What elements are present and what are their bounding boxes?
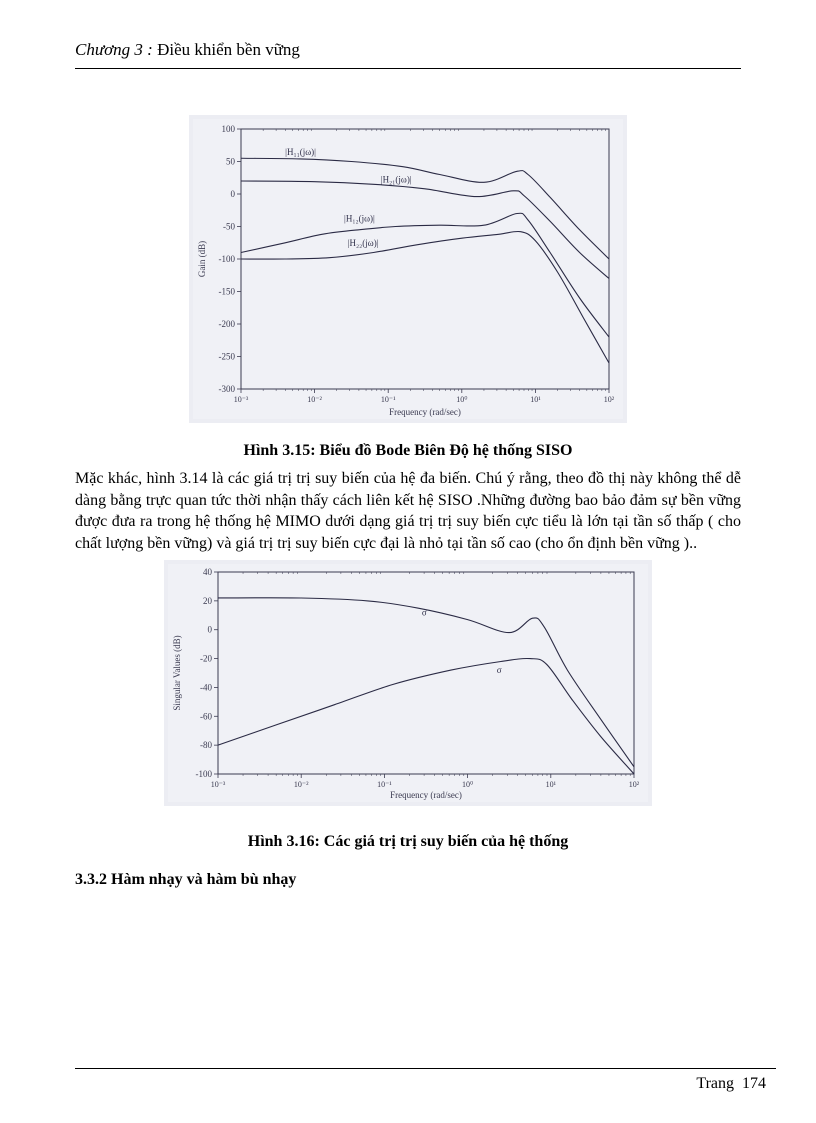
chapter-label: Chương 3 : xyxy=(75,40,153,59)
svg-text:0: 0 xyxy=(208,625,213,635)
header-rule xyxy=(75,68,741,69)
svg-text:Frequency (rad/sec): Frequency (rad/sec) xyxy=(389,407,461,417)
svg-text:-200: -200 xyxy=(219,319,236,329)
svg-text:10⁰: 10⁰ xyxy=(462,780,473,789)
svg-text:10⁻²: 10⁻² xyxy=(307,395,322,404)
page-num: 174 xyxy=(742,1075,766,1092)
svg-text:-150: -150 xyxy=(219,287,236,297)
svg-text:|H₂₂(jω)|: |H₂₂(jω)| xyxy=(348,238,379,248)
svg-text:-100: -100 xyxy=(196,769,213,779)
figure-3-15: 100 50 0 -50 -100 -150 -200 -250 -30010⁻³ 10⁻² 10⁻… xyxy=(75,115,741,428)
figure-3-16-caption: Hình 3.16: Các giá trị trị suy biến của … xyxy=(75,833,741,851)
svg-text:σ: σ xyxy=(497,665,502,675)
section-heading-3-3-2: 3.3.2 Hàm nhạy và hàm bù nhạy xyxy=(75,871,741,889)
svg-text:10⁰: 10⁰ xyxy=(456,395,467,404)
chapter-header: Chương 3 : Điều khiển bền vững xyxy=(75,40,741,60)
svg-text:10²: 10² xyxy=(629,780,640,789)
svg-text:|H₁₂(jω)|: |H₁₂(jω)| xyxy=(344,213,375,223)
svg-text:50: 50 xyxy=(226,157,236,167)
svg-text:10⁻³: 10⁻³ xyxy=(234,395,249,404)
svg-text:-100: -100 xyxy=(219,254,236,264)
svg-text:10¹: 10¹ xyxy=(530,395,541,404)
svg-text:0: 0 xyxy=(231,189,236,199)
svg-text:10⁻³: 10⁻³ xyxy=(211,780,226,789)
svg-text:|H₂₁(jω)|: |H₂₁(jω)| xyxy=(381,174,412,184)
svg-text:-50: -50 xyxy=(223,222,235,232)
svg-text:Frequency (rad/sec): Frequency (rad/sec) xyxy=(390,790,462,800)
figure-3-16: 40 20 0 -20 -40 -60 -80 -10010⁻³ 10⁻² 10⁻¹ 10⁰ 10¹ 1… xyxy=(75,560,741,811)
svg-text:-60: -60 xyxy=(200,712,212,722)
svg-text:-300: -300 xyxy=(219,384,236,394)
svg-text:|H₁₁(jω)|: |H₁₁(jω)| xyxy=(285,147,316,157)
figure-frame: 40 20 0 -20 -40 -60 -80 -10010⁻³ 10⁻² 10⁻¹ 10⁰ 10¹ 1… xyxy=(164,560,652,806)
svg-text:Gain (dB): Gain (dB) xyxy=(197,241,207,277)
singular-values-plot-svg: 40 20 0 -20 -40 -60 -80 -10010⁻³ 10⁻² 10⁻¹ 10⁰ 10¹ 1… xyxy=(168,564,648,802)
svg-text:10⁻¹: 10⁻¹ xyxy=(377,780,392,789)
svg-text:20: 20 xyxy=(203,596,213,606)
svg-text:10²: 10² xyxy=(604,395,615,404)
bode-plot-svg: 100 50 0 -50 -100 -150 -200 -250 -30010⁻³ 10⁻² 10⁻… xyxy=(193,119,623,419)
figure-frame: 100 50 0 -50 -100 -150 -200 -250 -30010⁻³ 10⁻² 10⁻… xyxy=(189,115,627,423)
chapter-title: Điều khiển bền vững xyxy=(153,40,300,59)
svg-text:10⁻¹: 10⁻¹ xyxy=(381,395,396,404)
svg-text:-250: -250 xyxy=(219,352,236,362)
paragraph-1: Mặc khác, hình 3.14 là các giá trị trị s… xyxy=(75,468,741,554)
page-label: Trang xyxy=(696,1075,734,1092)
svg-text:100: 100 xyxy=(222,124,236,134)
svg-text:σ̄: σ̄ xyxy=(422,608,429,618)
svg-text:-40: -40 xyxy=(200,683,212,693)
svg-text:-80: -80 xyxy=(200,741,212,751)
svg-text:Singular Values (dB): Singular Values (dB) xyxy=(172,636,182,711)
svg-text:40: 40 xyxy=(203,567,213,577)
footer-rule xyxy=(75,1068,776,1069)
svg-text:-20: -20 xyxy=(200,654,212,664)
figure-3-15-caption: Hình 3.15: Biểu đồ Bode Biên Độ hệ thống… xyxy=(75,442,741,460)
svg-text:10¹: 10¹ xyxy=(546,780,557,789)
page-number: Trang 174 xyxy=(696,1075,766,1093)
svg-text:10⁻²: 10⁻² xyxy=(294,780,309,789)
